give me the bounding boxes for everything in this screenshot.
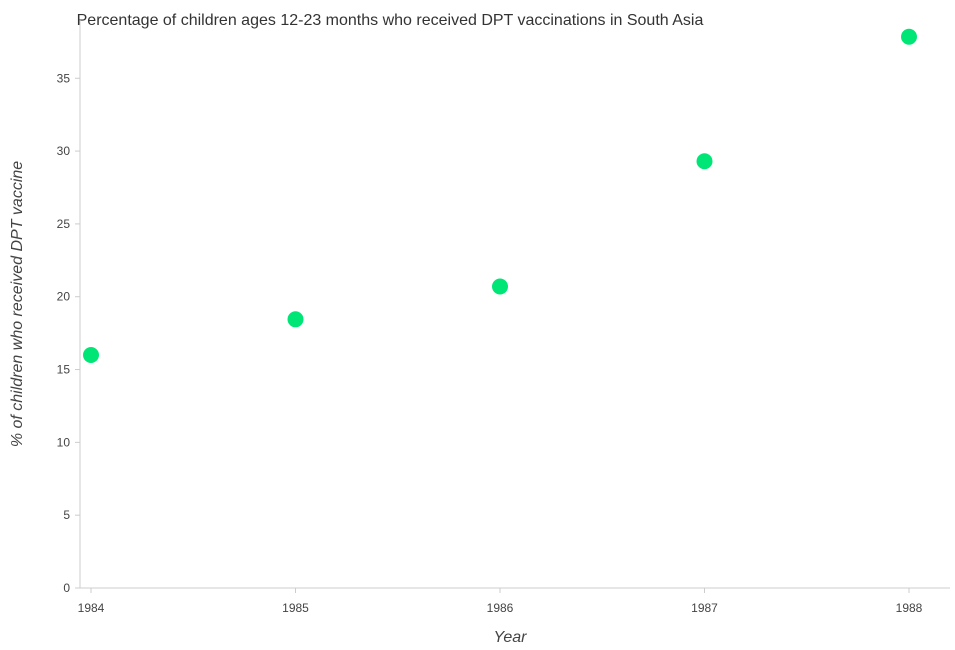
y-tick-label: 0: [63, 581, 70, 595]
y-tick-label: 35: [57, 71, 71, 85]
data-point: [696, 153, 713, 170]
x-axis-label: Year: [494, 629, 528, 646]
x-tick-label: 1988: [896, 601, 923, 615]
y-axis-ticks: 0 5 10 15 20 25 30 35: [57, 71, 80, 595]
y-tick-label: 15: [57, 363, 71, 377]
data-point: [287, 311, 304, 328]
x-axis-ticks: 1984 1985 1986 1987 1988: [78, 588, 923, 615]
y-tick-label: 10: [57, 435, 71, 449]
x-tick-label: 1986: [487, 601, 514, 615]
y-tick-label: 25: [57, 217, 71, 231]
y-tick-label: 30: [57, 144, 71, 158]
data-point: [492, 278, 508, 295]
y-axis-label: % of children who received DPT vaccine: [9, 161, 26, 447]
y-tick-label: 5: [63, 508, 70, 522]
chart-title: Percentage of children ages 12-23 months…: [77, 12, 704, 29]
x-tick-label: 1984: [78, 601, 105, 615]
plot-area: [79, 20, 950, 589]
x-tick-label: 1987: [691, 601, 718, 615]
data-point: [83, 346, 99, 363]
x-tick-label: 1985: [282, 601, 309, 615]
y-tick-label: 20: [57, 290, 71, 304]
data-point: [901, 28, 917, 45]
data-points: [83, 28, 917, 363]
